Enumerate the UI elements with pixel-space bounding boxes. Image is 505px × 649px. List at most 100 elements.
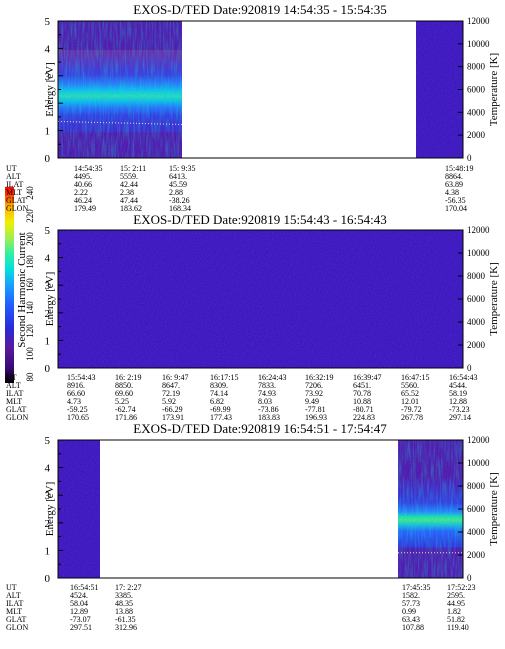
- y2-tick-label: 2000: [467, 130, 486, 140]
- orbit-row-value: 6.82: [210, 397, 224, 406]
- y2-tick-label: 4000: [467, 527, 486, 537]
- orbit-row-value: 4.38: [445, 188, 459, 197]
- orbit-row-value: 15: 9:35: [169, 164, 195, 173]
- orbit-row-value: 40.66: [74, 180, 92, 189]
- orbit-row-value: 2.88: [169, 188, 183, 197]
- orbit-row-value: 17:52:23: [447, 583, 475, 592]
- orbit-row-value: -77.81: [305, 405, 326, 414]
- orbit-row-value: 170.04: [445, 204, 467, 213]
- y2-tick-label: 0: [467, 363, 472, 373]
- y2-axis: 0 2000 4000 6000 8000 10000 12000: [458, 225, 490, 373]
- orbit-row-value: 74.14: [210, 389, 228, 398]
- colorbar-scale: [5, 187, 14, 383]
- y-axis-label: Energy [eV]: [44, 272, 56, 326]
- y-tick-label: 1: [45, 335, 51, 347]
- orbit-row-value: 8864.: [445, 172, 463, 181]
- orbit-row-value: 17:45:35: [402, 583, 430, 592]
- panel-title: EXOS-D/TED Date:920819 16:54:51 - 17:54:…: [133, 421, 387, 436]
- orbit-row-value: 8916.: [67, 381, 85, 390]
- y2-tick-label: 4000: [467, 107, 486, 117]
- orbit-row-value: 297.51: [70, 623, 92, 632]
- orbit-row-value: -73.23: [449, 405, 470, 414]
- orbit-row-label: ALT: [6, 591, 21, 600]
- orbit-row-value: 58.04: [70, 599, 88, 608]
- orbit-row-value: 173.91: [162, 413, 184, 422]
- orbit-row-label: UT: [6, 164, 17, 173]
- y2-tick-label: 6000: [467, 294, 486, 304]
- orbit-row-value: 12.89: [70, 607, 88, 616]
- panel-1: EXOS-D/TED Date:920819 14:54:35 - 15:54:…: [6, 2, 500, 213]
- orbit-row-value: 15: 2:11: [120, 164, 146, 173]
- orbit-row-value: 171.86: [115, 413, 137, 422]
- orbit-row-value: 4524.: [70, 591, 88, 600]
- orbit-row-value: 107.88: [402, 623, 424, 632]
- orbit-row-value: 179.49: [74, 204, 96, 213]
- orbit-row-value: -59.25: [67, 405, 88, 414]
- panel-title: EXOS-D/TED Date:920819 14:54:35 - 15:54:…: [133, 2, 386, 17]
- orbit-row-value: 6413.: [169, 172, 187, 181]
- orbit-row-value: -62.74: [115, 405, 136, 414]
- orbit-row-value: 17: 2:27: [115, 583, 141, 592]
- y2-axis: 0 2000 4000 6000 8000 10000 12000: [458, 16, 490, 163]
- orbit-row-value: 74.93: [258, 389, 276, 398]
- spectrogram-noise: [58, 21, 182, 158]
- orbit-row-value: 5559.: [120, 172, 138, 181]
- orbit-row-value: 16: 9:47: [162, 373, 188, 382]
- colorbar-tick-label: 120: [25, 324, 35, 338]
- orbit-row-value: 15:48:19: [445, 164, 473, 173]
- orbit-info-table: UT 16:54:51 17: 2:27 17:45:35 17:52:23 ALT 452…: [6, 583, 475, 632]
- orbit-row-value: 1.82: [447, 607, 461, 616]
- orbit-row-value: -56.35: [445, 196, 466, 205]
- orbit-row-value: -73.86: [258, 405, 279, 414]
- orbit-row-value: 16:17:15: [210, 373, 238, 382]
- colorbar: Second Harmonic Current 240 220 200 180 160 1…: [5, 186, 35, 383]
- orbit-row-label: ALT: [6, 381, 21, 390]
- orbit-row-value: 14:54:35: [74, 164, 102, 173]
- orbit-row-label: GLAT: [6, 405, 27, 414]
- orbit-row-value: -69.99: [210, 405, 231, 414]
- colorbar-tick-label: 80: [25, 372, 35, 382]
- colorbar-tick-label: 200: [25, 232, 35, 246]
- orbit-row-value: 16:24:43: [258, 373, 286, 382]
- orbit-row-value: -38.26: [169, 196, 190, 205]
- y-tick-label: 4: [45, 463, 51, 475]
- orbit-row-value: 45.59: [169, 180, 187, 189]
- orbit-row-value: 66.60: [67, 389, 85, 398]
- colorbar-tick-label: 240: [25, 186, 35, 200]
- orbit-row-value: 72.19: [162, 389, 180, 398]
- spectrogram-noise: [58, 230, 463, 368]
- y-axis: 0 1 2 3 4 5: [45, 225, 63, 375]
- orbit-row-value: 15:54:43: [67, 373, 95, 382]
- orbit-row-value: -61.35: [115, 615, 136, 624]
- orbit-row-value: 0.99: [402, 607, 416, 616]
- orbit-row-label: ILAT: [6, 180, 23, 189]
- orbit-row-label: GLON: [6, 204, 28, 213]
- orbit-row-value: 5.25: [115, 397, 129, 406]
- orbit-row-value: 2595.: [447, 591, 465, 600]
- orbit-row-value: 57.73: [402, 599, 420, 608]
- orbit-row-value: 51.82: [447, 615, 465, 624]
- orbit-row-value: 1582.: [402, 591, 420, 600]
- y2-tick-label: 10000: [467, 248, 490, 258]
- spectrogram-data: [58, 21, 463, 158]
- y-axis-label: Energy [eV]: [44, 62, 56, 116]
- y-tick-label: 3: [45, 71, 51, 83]
- colorbar-tick-label: 100: [25, 347, 35, 361]
- orbit-row-value: 170.65: [67, 413, 89, 422]
- y-tick-label: 4: [45, 43, 51, 55]
- orbit-row-label: GLAT: [6, 196, 27, 205]
- orbit-row-value: 224.83: [353, 413, 375, 422]
- orbit-row-value: 42.44: [120, 180, 138, 189]
- colorbar-tick-label: 140: [25, 301, 35, 315]
- y-tick-label: 5: [45, 16, 51, 28]
- colorbar-tick-label: 220: [25, 209, 35, 223]
- orbit-row-value: -66.29: [162, 405, 183, 414]
- y2-tick-label: 12000: [467, 435, 490, 445]
- y2-axis-label: Temperature [K]: [488, 53, 500, 126]
- orbit-row-value: 16:54:43: [449, 373, 477, 382]
- y2-tick-label: 0: [467, 573, 472, 583]
- orbit-row-value: 297.14: [449, 413, 471, 422]
- orbit-row-label: GLAT: [6, 615, 27, 624]
- y-tick-label: 0: [45, 153, 51, 165]
- orbit-row-label: ILAT: [6, 389, 23, 398]
